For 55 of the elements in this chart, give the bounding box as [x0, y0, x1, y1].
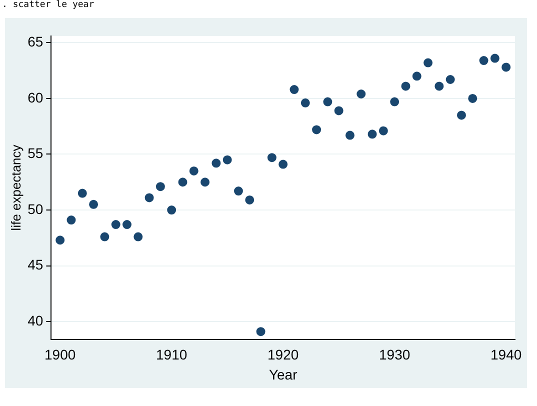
point	[167, 206, 176, 215]
point	[490, 54, 500, 63]
point	[156, 182, 165, 192]
x-tick-label: 1920	[268, 346, 299, 363]
point	[256, 327, 266, 336]
y-tick-label: 40	[28, 312, 44, 328]
y-tick-label: 45	[28, 256, 44, 273]
point	[378, 126, 388, 136]
x-tick-label: 1930	[379, 346, 410, 363]
point	[334, 106, 344, 116]
point	[222, 155, 232, 164]
point	[456, 110, 466, 120]
point	[401, 82, 410, 91]
point	[56, 236, 65, 245]
point	[368, 130, 377, 139]
point	[111, 220, 120, 230]
point	[189, 166, 198, 176]
point	[144, 193, 154, 202]
y-tick-label: 60	[28, 89, 44, 106]
point	[89, 200, 98, 209]
point	[468, 94, 478, 103]
point	[390, 97, 400, 106]
x-axis-title: Year	[268, 366, 298, 382]
point	[267, 153, 276, 162]
text: . scatter le year	[2, 0, 94, 10]
point	[178, 178, 188, 187]
point	[212, 158, 221, 168]
point	[278, 160, 288, 169]
y-axis-title: life expectancy	[8, 144, 24, 231]
y-tick-label: 55	[28, 145, 44, 162]
point	[345, 130, 354, 140]
x-tick-label: 1910	[156, 346, 188, 363]
point	[200, 178, 210, 187]
point	[424, 58, 433, 68]
y-tick-label: 50	[28, 200, 44, 217]
point	[245, 195, 254, 204]
point	[312, 125, 322, 134]
x-tick-label: 1900	[44, 346, 76, 363]
point	[134, 232, 143, 242]
point	[356, 90, 366, 99]
point	[234, 186, 243, 196]
point	[122, 220, 132, 230]
point	[100, 232, 110, 242]
point	[479, 56, 488, 66]
point	[78, 188, 87, 198]
point	[323, 97, 332, 106]
y-tick-label: 65	[28, 34, 44, 50]
x-tick-label: 1940	[490, 346, 522, 363]
point	[434, 82, 444, 91]
point	[66, 216, 76, 225]
point	[300, 98, 310, 108]
point	[290, 85, 299, 94]
point	[446, 75, 455, 84]
point	[412, 72, 422, 81]
point	[502, 62, 511, 72]
